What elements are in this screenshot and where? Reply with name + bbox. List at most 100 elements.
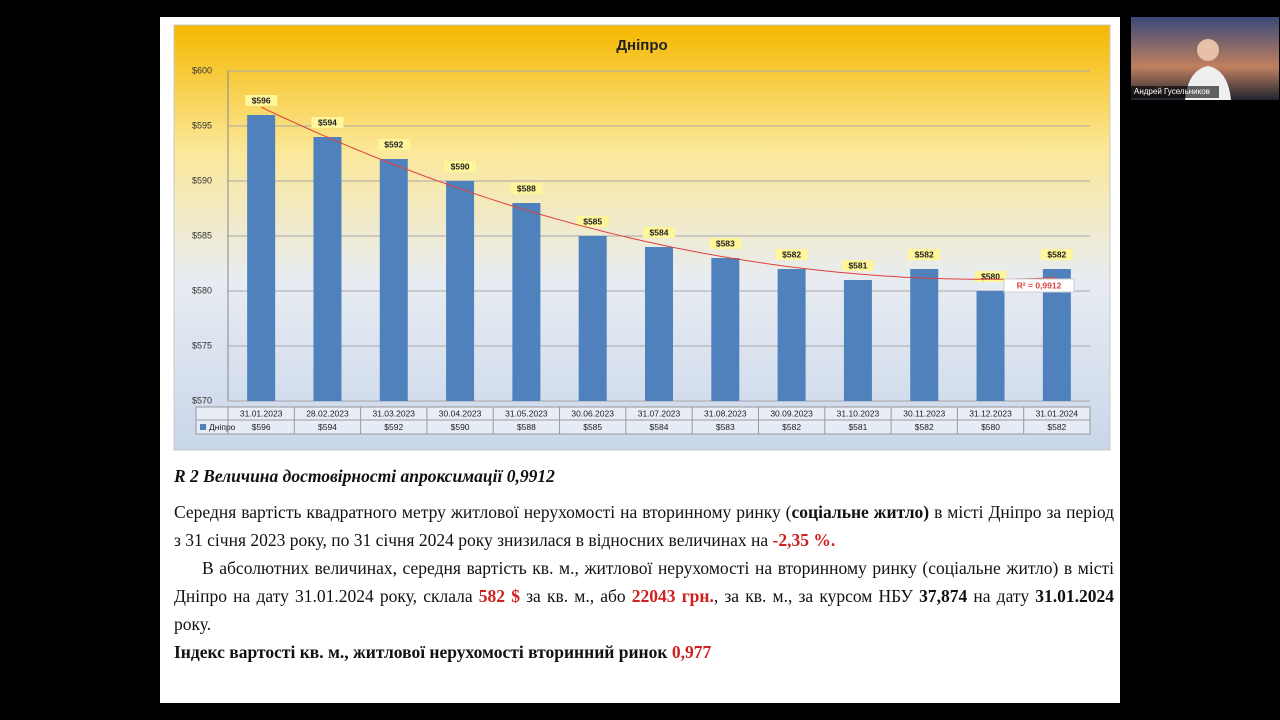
trend-line [260,106,1057,280]
x-tick-label: 30.09.2023 [770,408,813,418]
legend-swatch [200,424,206,430]
data-label: $581 [848,260,867,270]
table-value: $582 [782,422,801,432]
text-run: 22043 грн. [631,586,714,606]
text-run: в місті Дніпро за період з 31 січня 2023… [174,502,1114,550]
table-value: $594 [318,422,337,432]
text-run: В абсолютних величинах, середня вартість… [174,558,1114,606]
table-value: $584 [650,422,669,432]
y-tick-label: $570 [192,395,212,405]
text-run: , за кв. м., за курсом НБУ [713,586,920,606]
y-tick-label: $575 [192,340,212,350]
text-run: року. [174,614,212,634]
label-highlight [311,117,344,128]
text-run: 31.01.2024 [1035,586,1114,606]
name-badge [1131,86,1219,98]
label-highlight [444,161,477,172]
bar [379,159,408,401]
bar [578,236,607,401]
text-run: 0,977 [671,642,712,662]
participant-head [1197,39,1219,61]
bar [711,258,740,401]
label-highlight [709,238,742,249]
bar [976,291,1005,401]
text-run: на дату [967,586,1036,606]
y-tick-label: $580 [192,285,212,295]
participant-name: Андрей Гусельников [1134,87,1210,96]
x-tick-label: 31.03.2023 [372,408,415,418]
label-highlight [576,216,609,227]
x-tick-label: 31.01.2024 [1036,408,1079,418]
data-label: $582 [782,249,801,259]
paragraph: В абсолютних величинах, середня вартість… [174,554,1114,638]
bar [777,269,806,401]
data-label: $590 [451,161,470,171]
bar [313,137,342,401]
data-label: $584 [650,227,669,237]
text-run: -2,35 %. [772,530,836,550]
bar [645,247,673,401]
x-tick-label: 31.10.2023 [837,408,880,418]
text-run: 582 $ [478,586,520,606]
y-tick-label: $590 [192,175,212,185]
text-run: за кв. м., або [519,586,632,606]
table-value: $582 [915,422,934,432]
bar [512,203,541,401]
label-highlight [974,271,1007,282]
y-tick-label: $595 [192,120,212,130]
x-tick-label: 30.11.2023 [903,408,945,418]
x-tick-label: 31.05.2023 [505,408,548,418]
x-tick-label: 30.06.2023 [571,408,614,418]
text-run: 37,874 [919,586,968,606]
table-value: $585 [583,422,602,432]
data-label: $588 [517,183,536,193]
paragraph: Індекс вартості кв. м., житлової нерухом… [174,638,1114,666]
bar [446,181,475,401]
table-value: $583 [716,422,735,432]
x-tick-label: 30.04.2023 [439,408,482,418]
data-label: $582 [915,249,934,259]
data-label: $585 [583,216,602,226]
text-run: соціальне житло) [791,502,930,522]
table-value: $582 [1047,422,1066,432]
x-tick-label: 31.08.2023 [704,408,747,418]
y-tick-label: $585 [192,230,212,240]
trend-label: R² = 0,9912 [1017,280,1062,290]
data-label: $596 [252,95,271,105]
bar [910,269,939,401]
label-highlight [377,139,410,150]
bar [843,280,872,401]
table-value: $580 [981,422,1000,432]
data-label: $580 [981,271,1000,281]
caption: R 2 Величина достовірності апроксимації … [174,466,555,486]
table-value: $581 [848,422,867,432]
trend-label-box [1003,278,1075,293]
table-value: $590 [451,422,470,432]
x-tick-label: 31.01.2023 [240,408,283,418]
label-highlight [1040,249,1073,260]
x-tick-label: 28.02.2023 [306,408,349,418]
data-label: $592 [384,139,403,149]
x-tick-label: 31.12.2023 [969,408,1012,418]
label-highlight [908,249,941,260]
legend-label: Дніпро [209,422,236,432]
data-label: $583 [716,238,735,248]
table-value: $596 [252,422,271,432]
slide-text: R 2 Величина достовірності апроксимації … [174,462,1114,666]
chart-title: Дніпро [616,37,667,54]
data-label: $594 [318,117,337,127]
paragraph: Середня вартість квадратного метру житло… [174,498,1114,554]
bar [247,115,276,401]
table-value: $588 [517,422,536,432]
label-highlight [510,183,543,194]
data-label: $582 [1047,249,1066,259]
x-tick-label: 31.07.2023 [638,408,681,418]
label-highlight [643,227,675,238]
y-tick-label: $600 [192,65,212,75]
label-highlight [245,95,278,106]
text-run: Середня вартість квадратного метру житло… [174,502,792,522]
text-run: Індекс вартості кв. м., житлової нерухом… [174,642,672,662]
label-highlight [841,260,874,271]
